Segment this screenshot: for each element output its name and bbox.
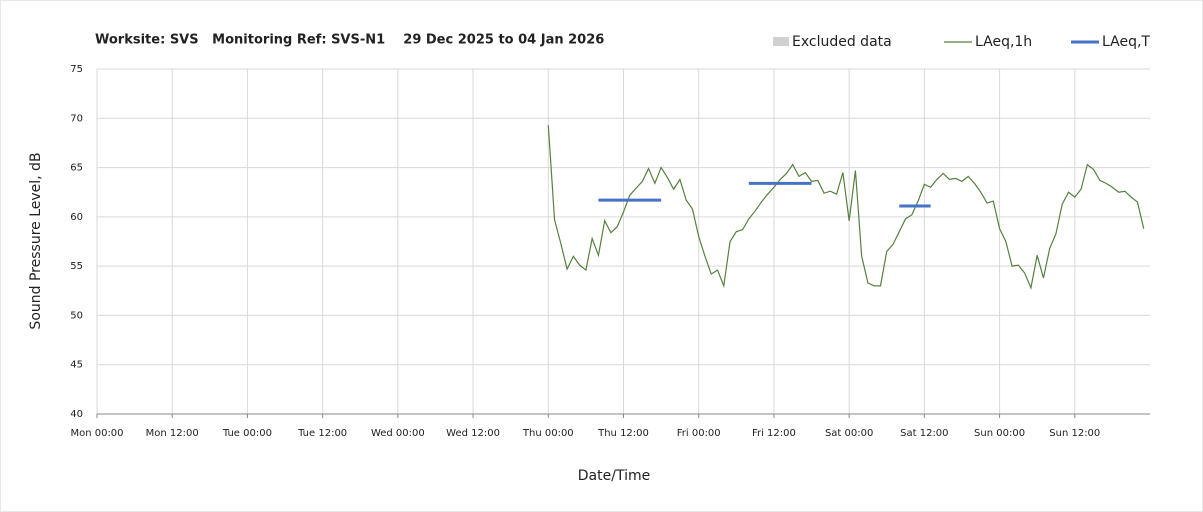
y-tick-label: 65 bbox=[70, 163, 83, 174]
x-tick-label: Sat 00:00 bbox=[825, 428, 873, 439]
y-tick-label: 60 bbox=[70, 212, 83, 223]
x-tick-label: Thu 12:00 bbox=[597, 428, 649, 439]
legend-label: LAeq,1h bbox=[975, 34, 1032, 50]
legend-swatch bbox=[773, 37, 789, 46]
legend-label: LAeq,T bbox=[1102, 34, 1150, 50]
x-tick-label: Mon 00:00 bbox=[70, 428, 123, 439]
x-tick-label: Sat 12:00 bbox=[900, 428, 948, 439]
y-axis-label: Sound Pressure Level, dB bbox=[28, 152, 44, 329]
x-tick-label: Sun 00:00 bbox=[974, 428, 1025, 439]
y-tick-label: 45 bbox=[70, 360, 83, 371]
series-line bbox=[547, 125, 1145, 290]
chart-title: Worksite: SVS Monitoring Ref: SVS-N1 29 … bbox=[95, 33, 604, 48]
x-tick-label: Fri 00:00 bbox=[677, 428, 721, 439]
legend-label: Excluded data bbox=[792, 34, 892, 50]
y-tick-label: 70 bbox=[70, 113, 83, 124]
y-tick-label: 75 bbox=[70, 64, 83, 75]
y-tick-label: 50 bbox=[70, 310, 83, 321]
x-tick-label: Mon 12:00 bbox=[146, 428, 199, 439]
x-axis-label: Date/Time bbox=[578, 468, 650, 484]
x-tick-label: Fri 12:00 bbox=[752, 428, 796, 439]
x-tick-label: Sun 12:00 bbox=[1049, 428, 1100, 439]
x-tick-label: Tue 00:00 bbox=[222, 428, 272, 439]
x-tick-label: Wed 00:00 bbox=[371, 428, 425, 439]
x-tick-label: Thu 00:00 bbox=[522, 428, 574, 439]
y-tick-label: 40 bbox=[70, 409, 83, 420]
x-tick-label: Tue 12:00 bbox=[297, 428, 347, 439]
y-tick-label: 55 bbox=[70, 261, 83, 272]
x-tick-label: Wed 12:00 bbox=[446, 428, 500, 439]
